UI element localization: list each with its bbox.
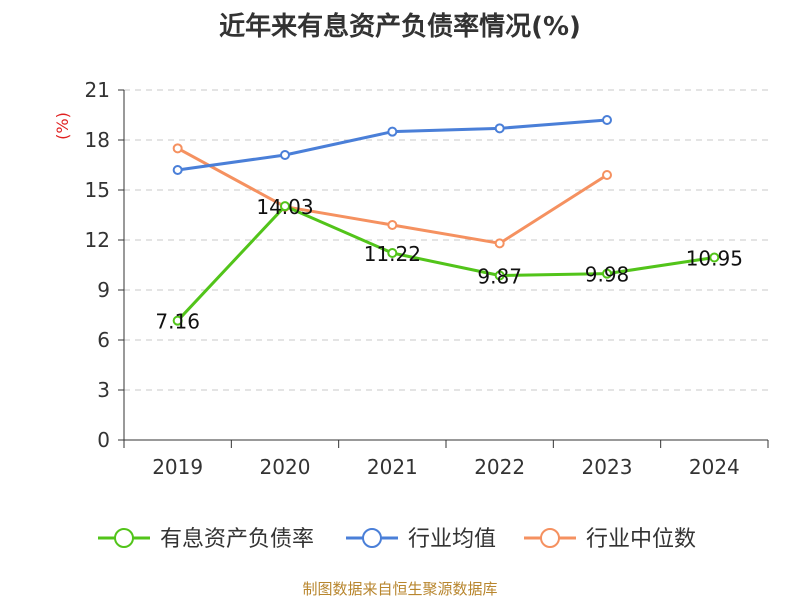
data-point xyxy=(387,220,398,230)
y-tick-label: 0 xyxy=(97,428,110,452)
axes: 0 3 6 9 12 15 18 21 2019 2020 2021 2022 2023 2024 xyxy=(85,78,769,479)
legend-circle-marker xyxy=(362,528,382,548)
series-lines xyxy=(172,115,720,326)
x-tick-label: 2021 xyxy=(367,455,418,479)
series-line xyxy=(176,204,715,322)
x-tick-label: 2022 xyxy=(474,455,525,479)
x-tick-label: 2023 xyxy=(582,455,633,479)
data-point xyxy=(602,170,612,180)
x-tick-label: 2020 xyxy=(260,455,311,479)
legend-item: 行业均值 xyxy=(346,527,496,552)
legend-label: 行业中位数 xyxy=(586,527,696,552)
data-label: 9.98 xyxy=(585,263,630,287)
legend: 有息资产负债率 行业均值 行业中位数 xyxy=(98,527,696,552)
data-label: 7.16 xyxy=(155,310,200,334)
data-label: 10.95 xyxy=(686,247,743,271)
legend-label: 有息资产负债率 xyxy=(160,527,314,552)
x-tick-label: 2019 xyxy=(152,455,203,479)
legend-item: 有息资产负债率 xyxy=(98,527,314,552)
data-label: 14.03 xyxy=(256,195,313,219)
legend-item: 行业中位数 xyxy=(524,527,696,552)
data-point xyxy=(172,315,183,326)
data-labels: 7.16 14.03 11.22 9.87 9.98 10.95 xyxy=(155,195,743,333)
y-tick-label: 9 xyxy=(97,278,110,302)
data-point xyxy=(602,268,612,279)
legend-label: 行业均值 xyxy=(408,527,496,552)
data-label: 9.87 xyxy=(477,265,522,289)
x-tick-label: 2024 xyxy=(689,455,740,479)
data-point xyxy=(709,252,720,263)
legend-circle-marker xyxy=(114,528,134,548)
grid-lines xyxy=(124,89,768,391)
y-tick-label: 6 xyxy=(97,328,110,352)
data-point xyxy=(494,238,505,249)
data-point xyxy=(280,150,290,160)
data-point xyxy=(172,165,183,175)
data-point xyxy=(280,201,290,212)
data-label: 11.22 xyxy=(364,242,421,266)
y-tick-label: 18 xyxy=(85,128,110,152)
chart-title: 近年来有息资产负债率情况(%) xyxy=(219,12,581,42)
y-tick-label: 21 xyxy=(85,78,110,102)
y-axis-unit-label: (%) xyxy=(53,112,72,140)
data-point xyxy=(387,248,398,258)
data-point xyxy=(494,123,505,134)
data-point xyxy=(494,270,505,281)
y-tick-label: 3 xyxy=(97,378,110,402)
y-tick-label: 15 xyxy=(85,178,110,202)
y-tick-label: 12 xyxy=(85,228,110,252)
data-point xyxy=(172,143,183,154)
data-point xyxy=(387,126,398,137)
legend-circle-marker xyxy=(540,528,560,548)
data-point xyxy=(602,115,612,125)
source-note: 制图数据来自恒生聚源数据库 xyxy=(302,580,498,598)
